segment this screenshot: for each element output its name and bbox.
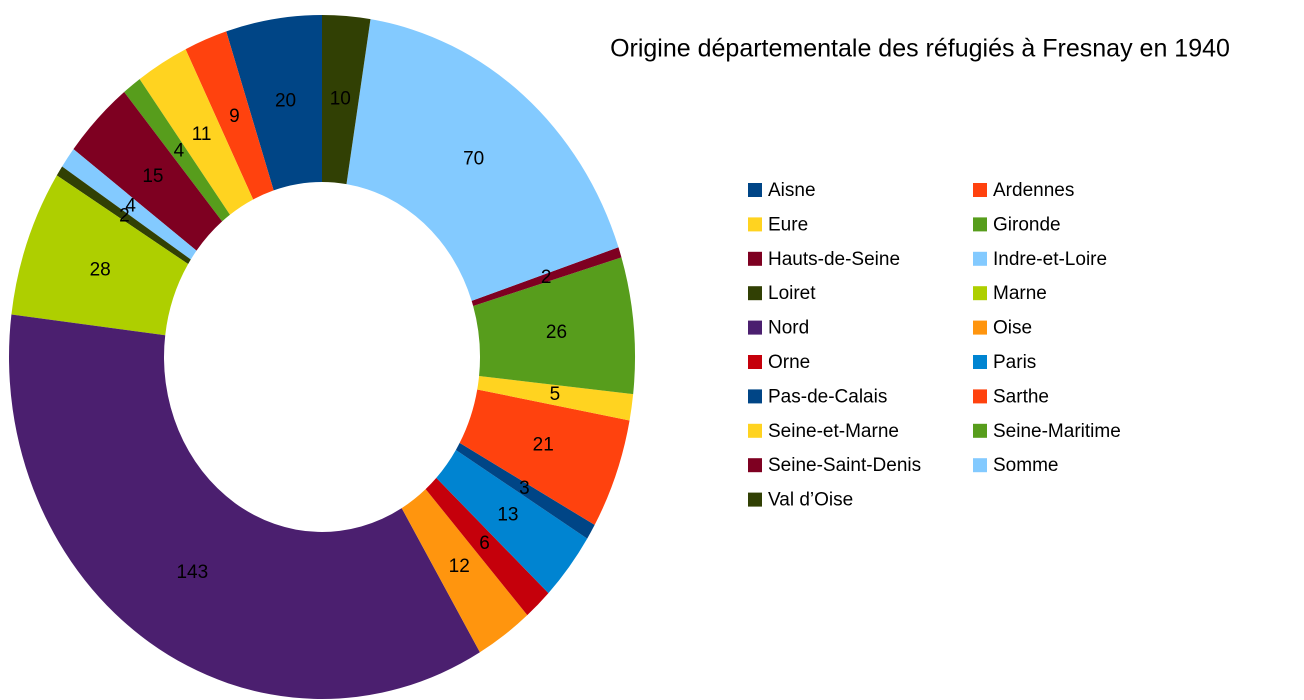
data-label: 6 bbox=[479, 533, 490, 554]
donut-segment bbox=[124, 79, 230, 222]
donut-segment bbox=[401, 489, 528, 653]
legend-swatch bbox=[748, 389, 762, 404]
legend-label: Seine-Saint-Denis bbox=[768, 455, 921, 476]
legend-swatch bbox=[748, 458, 762, 473]
legend-label: Indre-et-Loire bbox=[993, 249, 1107, 270]
donut-segment bbox=[346, 19, 619, 301]
data-label: 9 bbox=[229, 106, 240, 127]
legend-swatch bbox=[748, 320, 762, 335]
donut-segment bbox=[11, 175, 189, 336]
chart-title: Origine départementale des réfugiés à Fr… bbox=[610, 35, 1230, 63]
donut-segment bbox=[56, 166, 191, 265]
legend-label: Ardennes bbox=[993, 180, 1074, 201]
legend-label: Paris bbox=[993, 352, 1036, 373]
donut-segment bbox=[425, 477, 549, 616]
legend-swatch bbox=[973, 423, 987, 438]
legend-swatch bbox=[748, 183, 762, 197]
legend-swatch bbox=[973, 251, 987, 266]
legend-swatch bbox=[973, 458, 987, 473]
legend-swatch bbox=[973, 217, 987, 232]
legend-label: Gironde bbox=[993, 214, 1061, 235]
legend-label: Orne bbox=[768, 352, 810, 373]
data-label: 4 bbox=[125, 195, 136, 216]
donut-segment bbox=[459, 389, 630, 525]
donut-segment bbox=[455, 442, 595, 539]
donut-segment bbox=[73, 91, 223, 251]
legend-label: Hauts-de-Seine bbox=[768, 249, 900, 270]
donut-segment bbox=[139, 49, 254, 215]
donut-segment bbox=[8, 314, 480, 699]
data-label: 28 bbox=[90, 259, 111, 280]
data-label: 70 bbox=[463, 148, 484, 169]
legend-swatch bbox=[973, 389, 987, 404]
legend-swatch bbox=[748, 423, 762, 438]
legend-label: Sarthe bbox=[993, 386, 1049, 407]
data-label: 12 bbox=[449, 556, 470, 577]
legend-label: Oise bbox=[993, 318, 1032, 339]
data-label: 2 bbox=[541, 267, 552, 288]
data-label: 10 bbox=[330, 88, 351, 109]
legend-label: Aisne bbox=[768, 180, 816, 201]
data-label: 15 bbox=[142, 166, 163, 187]
legend-swatch bbox=[748, 286, 762, 301]
data-label: 143 bbox=[176, 562, 208, 583]
legend-label: Nord bbox=[768, 318, 809, 339]
legend-swatch bbox=[973, 355, 987, 369]
donut-segment bbox=[226, 15, 322, 191]
data-label: 5 bbox=[550, 384, 561, 405]
data-label: 3 bbox=[519, 478, 530, 499]
donut-segment bbox=[471, 247, 622, 307]
legend-swatch bbox=[973, 320, 987, 335]
donut-segment bbox=[185, 31, 274, 200]
data-label: 26 bbox=[546, 322, 567, 343]
legend-label: Pas-de-Calais bbox=[768, 386, 887, 407]
donut-segment bbox=[322, 15, 371, 185]
data-label: 21 bbox=[533, 435, 554, 456]
data-label: 13 bbox=[497, 505, 518, 526]
legend-label: Marne bbox=[993, 283, 1047, 304]
donut-segment bbox=[473, 257, 635, 395]
data-label: 20 bbox=[275, 91, 296, 112]
donut-segment bbox=[436, 449, 588, 594]
legend-label: Seine-et-Marne bbox=[768, 421, 899, 442]
legend-label: Eure bbox=[768, 214, 808, 235]
data-label: 11 bbox=[192, 124, 212, 145]
legend-swatch bbox=[748, 355, 762, 369]
donut-segment bbox=[62, 149, 197, 260]
data-label: 2 bbox=[119, 205, 130, 226]
donut-segment bbox=[477, 376, 634, 421]
legend-swatch bbox=[748, 217, 762, 232]
legend-swatch bbox=[748, 492, 762, 507]
data-label: 4 bbox=[174, 141, 185, 162]
legend-label: Seine-Maritime bbox=[993, 421, 1121, 442]
legend-label: Somme bbox=[993, 455, 1058, 476]
legend-label: Val d’Oise bbox=[768, 490, 853, 511]
legend-swatch bbox=[973, 183, 987, 197]
legend-label: Loiret bbox=[768, 283, 816, 304]
legend-swatch bbox=[973, 286, 987, 301]
legend-swatch bbox=[748, 251, 762, 266]
